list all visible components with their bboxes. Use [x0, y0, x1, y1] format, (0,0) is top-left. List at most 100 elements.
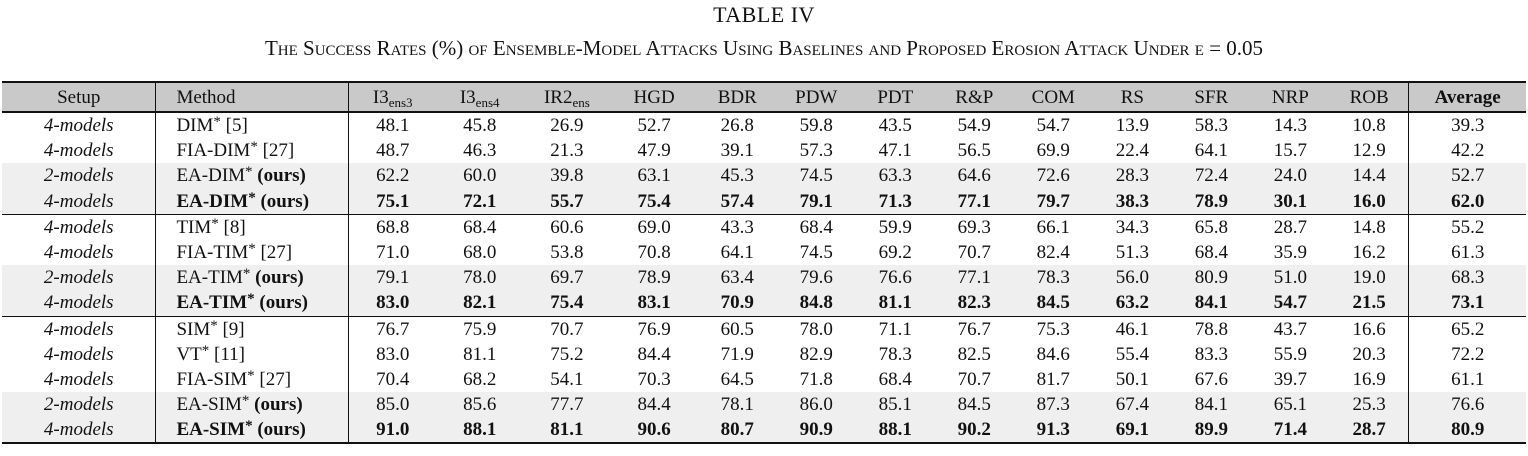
table-row: 4-models FIA-SIM* [27] 70.4 68.2 54.1 70.3 64.…	[2, 366, 1526, 393]
cell-value: 72.1	[463, 190, 497, 212]
cell-value: 68.8	[348, 213, 437, 240]
cell-method: EA-DIM* (ours)	[155, 163, 349, 189]
cell-value: 54.7	[1013, 110, 1093, 139]
header-metric: I3ens3	[348, 82, 437, 112]
header-metric: PDT	[856, 82, 935, 112]
cell-setup: 4-models	[2, 315, 156, 342]
cell-value: 78.9	[637, 267, 671, 289]
header-metric: HGD	[611, 82, 698, 112]
table-row: 2-models EA-TIM* (ours) 79.1 78.0 69.7 78.9 63…	[2, 265, 1526, 291]
cell-value: 69.7	[550, 267, 584, 289]
cell-value: 39.1	[720, 140, 754, 162]
cell-value: 63.3	[878, 165, 912, 187]
ours-tag: (ours)	[260, 190, 310, 212]
cell-value: 47.1	[878, 140, 912, 162]
cell-value: 67.4	[1115, 394, 1149, 416]
cell-value: 70.7	[957, 242, 991, 264]
cell-average: 55.2	[1408, 213, 1526, 240]
cell-value: 82.9	[799, 343, 833, 365]
cell-average: 61.3	[1408, 239, 1526, 266]
cell-value: 69.3	[934, 213, 1014, 240]
method-name: TIM	[176, 216, 212, 238]
cell-value: 47.9	[637, 140, 671, 162]
cell-value: 85.0	[348, 392, 437, 418]
cell-value: 48.1	[348, 110, 437, 139]
cell-value: 68.4	[878, 368, 912, 390]
cell-value: 86.0	[799, 394, 833, 416]
cell-value: 10.8	[1329, 110, 1409, 139]
cell-value: 55.9	[1273, 343, 1307, 365]
citation: [9]	[222, 318, 245, 340]
header-metric-base: I3	[459, 86, 476, 108]
method-name: EA-TIM	[176, 292, 248, 314]
cell-value: 82.4	[1036, 242, 1070, 264]
cell-value: 54.7	[1273, 292, 1307, 314]
citation: [27]	[259, 368, 292, 390]
cell-value: 21.3	[550, 140, 584, 162]
cell-value: 77.7	[550, 394, 584, 416]
asterisk-mark: *	[213, 114, 221, 131]
header-metric-base: NRP	[1271, 86, 1309, 108]
cell-value: 68.0	[463, 242, 497, 264]
header-metric: ROB	[1330, 82, 1409, 112]
cell-value: 26.8	[697, 110, 777, 139]
method-name: DIM	[176, 115, 214, 137]
cell-value: 88.1	[436, 417, 524, 445]
cell-value: 43.5	[855, 110, 935, 139]
cell-value: 68.4	[1194, 242, 1228, 264]
cell-value: 65.8	[1171, 213, 1251, 240]
cell-value: 68.4	[436, 213, 524, 240]
cell-value: 78.3	[878, 343, 912, 365]
table-row: 2-models EA-SIM* (ours) 85.0 85.6 77.7 84.4 78…	[2, 392, 1526, 418]
cell-method: EA-SIM* (ours)	[155, 392, 349, 418]
ours-tag: (ours)	[257, 165, 306, 187]
method-name: EA-SIM	[176, 419, 246, 441]
cell-value: 90.9	[776, 417, 856, 445]
cell-value: 71.4	[1250, 417, 1330, 445]
cell-value: 76.9	[610, 315, 698, 342]
asterisk-mark: *	[248, 241, 256, 258]
citation: [27]	[262, 140, 295, 162]
cell-value: 67.6	[1194, 368, 1228, 390]
cell-value: 70.3	[637, 368, 671, 390]
cell-value: 15.7	[1273, 140, 1307, 162]
cell-method: FIA-TIM* [27]	[155, 239, 349, 266]
cell-value: 85.6	[463, 394, 497, 416]
header-metric-base: HGD	[633, 86, 675, 108]
cell-value: 12.9	[1352, 140, 1386, 162]
cell-average: 68.3	[1408, 265, 1526, 291]
cell-setup: 4-models	[43, 292, 114, 314]
cell-method: VT* [11]	[155, 341, 349, 367]
cell-average: 52.7	[1408, 163, 1526, 189]
cell-value: 64.1	[720, 242, 754, 264]
cell-value: 79.7	[1036, 190, 1070, 212]
cell-value: 39.7	[1273, 368, 1307, 390]
cell-value: 69.1	[1092, 417, 1172, 445]
citation: [5]	[225, 115, 248, 137]
ours-tag: (ours)	[257, 419, 306, 441]
method-name: SIM	[176, 318, 211, 340]
cell-value: 35.9	[1273, 242, 1307, 264]
cell-value: 58.3	[1171, 110, 1251, 139]
cell-value: 89.9	[1171, 417, 1251, 445]
cell-method: EA-TIM* (ours)	[155, 265, 349, 291]
cell-value: 65.1	[1273, 394, 1307, 416]
cell-value: 83.0	[348, 290, 437, 316]
asterisk-mark: *	[250, 139, 258, 156]
cell-value: 63.4	[720, 267, 754, 289]
header-metric: I3ens4	[436, 82, 523, 112]
cell-method: FIA-SIM* [27]	[155, 366, 349, 393]
cell-value: 39.8	[550, 165, 584, 187]
cell-average: 72.2	[1408, 341, 1526, 367]
cell-value: 88.1	[855, 417, 935, 445]
cell-value: 75.2	[550, 343, 584, 365]
cell-value: 68.2	[463, 368, 497, 390]
header-metric: RS	[1093, 82, 1172, 112]
cell-value: 74.5	[799, 242, 833, 264]
asterisk-mark: *	[245, 418, 253, 435]
asterisk-mark: *	[211, 215, 219, 232]
cell-value: 16.9	[1352, 368, 1386, 390]
cell-value: 75.4	[550, 292, 584, 314]
cell-value: 72.6	[1036, 165, 1070, 187]
cell-value: 78.9	[1194, 190, 1228, 212]
